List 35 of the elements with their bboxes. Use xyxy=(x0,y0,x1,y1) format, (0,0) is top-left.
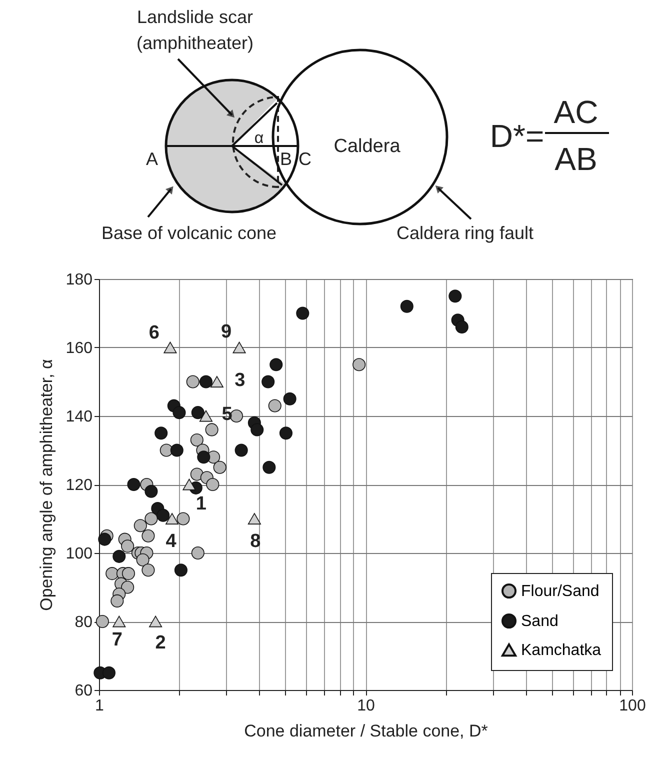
text: AC xyxy=(554,94,598,130)
legend-label: Kamchatka xyxy=(521,642,602,659)
text: Base of volcanic cone xyxy=(101,223,277,243)
annotation: 9 xyxy=(220,322,232,342)
y-tick-label: 140 xyxy=(66,408,93,426)
annotation: 7 xyxy=(112,630,122,650)
text: D*= xyxy=(490,118,544,154)
y-tick-label: 80 xyxy=(74,614,93,631)
text: B xyxy=(280,149,292,169)
text: Caldera xyxy=(334,136,401,157)
y-tick-label: 120 xyxy=(66,477,93,494)
annotation: 3 xyxy=(234,370,246,391)
text: A xyxy=(146,149,158,169)
legend-label: Sand xyxy=(521,613,558,630)
text: α xyxy=(254,130,264,147)
annotation: 2 xyxy=(155,632,166,654)
legend-label: Flour/Sand xyxy=(521,583,600,600)
y-tick-label: 60 xyxy=(74,682,93,700)
text: (amphitheater) xyxy=(136,33,254,53)
y-tick-label: 160 xyxy=(66,340,93,357)
x-tick-label: 10 xyxy=(357,698,375,714)
x-tick-label: 100 xyxy=(619,698,646,714)
y-axis-title: Opening angle of amphitheater, α xyxy=(36,358,56,611)
annotation: 4 xyxy=(166,530,177,552)
text: Landslide scar xyxy=(136,7,254,27)
y-tick-label: 100 xyxy=(66,546,93,562)
y-tick-label: 180 xyxy=(66,272,93,288)
annotation: 1 xyxy=(196,494,207,514)
text: C xyxy=(298,149,312,169)
text: Caldera ring fault xyxy=(396,223,534,243)
annotation: 8 xyxy=(250,530,261,552)
x-axis-title: Cone diameter / Stable cone, D* xyxy=(244,722,488,740)
x-tick-label: 1 xyxy=(95,698,104,714)
annotation: 6 xyxy=(148,322,160,344)
text: AB xyxy=(554,141,598,177)
